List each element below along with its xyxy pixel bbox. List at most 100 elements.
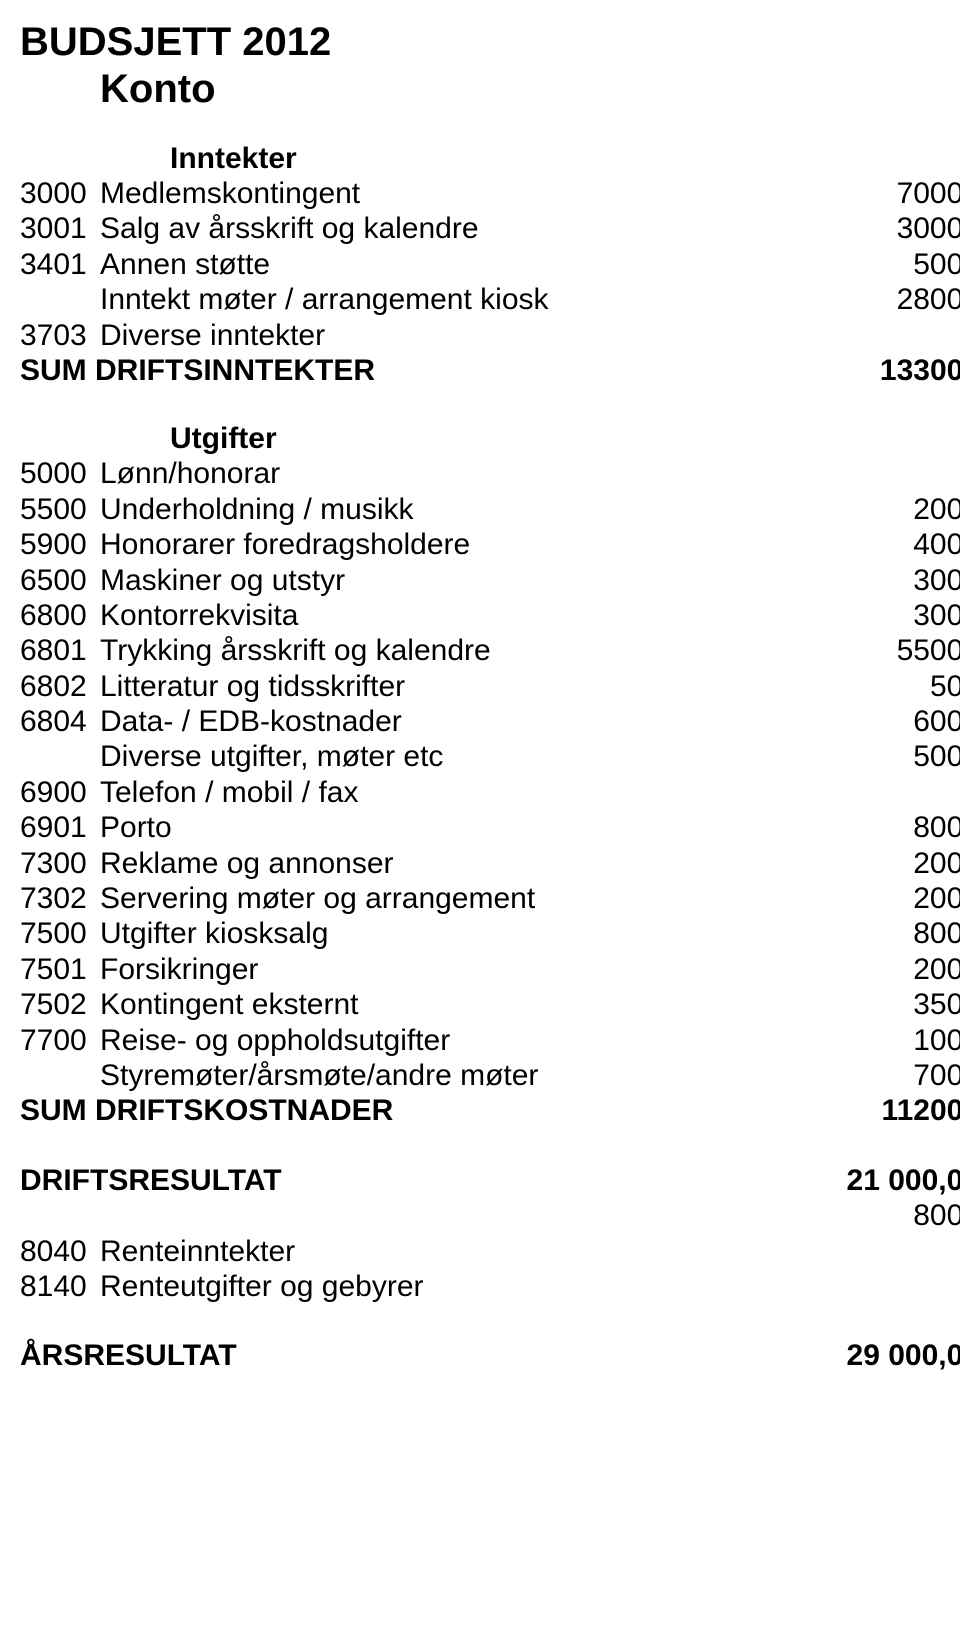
row-code: 6802 [20,669,100,704]
table-row: 5500 Underholdning / musikk 2000 [20,492,960,527]
row-label: Underholdning / musikk [100,492,810,527]
row-code: 3703 [20,318,100,353]
row-value: 70000 [810,176,960,211]
row-value: 8000 [810,810,960,845]
row-code: 3001 [20,211,100,246]
row-label: Data- / EDB-kostnader [100,704,810,739]
arsresultat-row: ÅRSRESULTAT 29 000,00 [20,1338,960,1373]
row-code: 6901 [20,810,100,845]
table-row: 8040 Renteinntekter [20,1234,960,1269]
row-code: 7502 [20,987,100,1022]
row-value: 6000 [810,704,960,739]
document-title: BUDSJETT 2012 [20,20,960,65]
row-code: 6801 [20,633,100,668]
row-code: 6800 [20,598,100,633]
row-code: 3401 [20,247,100,282]
table-row: 7300 Reklame og annonser 2000 [20,846,960,881]
table-row: 3703 Diverse inntekter [20,318,960,353]
row-code: 6500 [20,563,100,598]
row-label: Porto [100,810,810,845]
row-label: Diverse inntekter [100,318,810,353]
table-row: Inntekt møter / arrangement kiosk 28000 [20,282,960,317]
row-value: 5000 [810,739,960,774]
row-label: Forsikringer [100,952,810,987]
sum-row: SUM DRIFTSINNTEKTER 133000 [20,353,960,388]
table-row: 7302 Servering møter og arrangement 2000 [20,881,960,916]
table-row: Styremøter/årsmøte/andre møter 7000 [20,1058,960,1093]
table-row: 3401 Annen støtte 5000 [20,247,960,282]
row-code: 5900 [20,527,100,562]
arsresultat-label: ÅRSRESULTAT [20,1338,810,1373]
row-value: 2000 [810,952,960,987]
section-header-inntekter: Inntekter [170,142,960,176]
table-row: 6804 Data- / EDB-kostnader 6000 [20,704,960,739]
sum-label: SUM DRIFTSINNTEKTER [20,353,810,388]
row-code [20,1058,100,1093]
row-code: 6900 [20,775,100,810]
row-code: 7300 [20,846,100,881]
row-value: 28000 [810,282,960,317]
table-row: 7700 Reise- og oppholdsutgifter 1000 [20,1023,960,1058]
table-row: 7502 Kontingent eksternt 3500 [20,987,960,1022]
table-row: Diverse utgifter, møter etc 5000 [20,739,960,774]
table-row: 6800 Kontorrekvisita 3000 [20,598,960,633]
row-label: Medlemskontingent [100,176,810,211]
sum-label: SUM DRIFTSKOSTNADER [20,1093,810,1128]
row-code: 7302 [20,881,100,916]
row-label: Styremøter/årsmøte/andre møter [100,1058,810,1093]
row-code: 8040 [20,1234,100,1269]
row-label: Honorarer foredragsholdere [100,527,810,562]
table-row: 6802 Litteratur og tidsskrifter 500 [20,669,960,704]
row-value: 3000 [810,598,960,633]
row-code: 3000 [20,176,100,211]
row-value: 5000 [810,247,960,282]
row-label: Kontorrekvisita [100,598,810,633]
arsresultat-value: 29 000,00 [810,1338,960,1373]
row-label: Renteinntekter [100,1234,810,1269]
sum-value: 112000 [810,1093,960,1128]
row-value [810,456,960,491]
row-code: 7500 [20,916,100,951]
row-label: Salg av årsskrift og kalendre [100,211,810,246]
row-label: Reklame og annonser [100,846,810,881]
row-value: 4000 [810,527,960,562]
row-code [20,1198,100,1233]
row-label: Reise- og oppholdsutgifter [100,1023,810,1058]
row-value [810,775,960,810]
row-code: 8140 [20,1269,100,1304]
extra-value: 8000 [810,1198,960,1233]
row-label: Kontingent eksternt [100,987,810,1022]
extra-row: 8000 [20,1198,960,1233]
row-value [810,318,960,353]
table-row: 6901 Porto 8000 [20,810,960,845]
table-row: 5900 Honorarer foredragsholdere 4000 [20,527,960,562]
row-value: 2000 [810,881,960,916]
row-label [100,1198,810,1233]
table-row: 6500 Maskiner og utstyr 3000 [20,563,960,598]
row-code [20,282,100,317]
row-label: Inntekt møter / arrangement kiosk [100,282,810,317]
row-label: Annen støtte [100,247,810,282]
row-label: Renteutgifter og gebyrer [100,1269,810,1304]
row-code [20,739,100,774]
table-row: 5000 Lønn/honorar [20,456,960,491]
driftsresultat-value: 21 000,00 [810,1163,960,1198]
table-row: 6801 Trykking årsskrift og kalendre 5500… [20,633,960,668]
row-code: 6804 [20,704,100,739]
row-value: 2000 [810,846,960,881]
sum-row: SUM DRIFTSKOSTNADER 112000 [20,1093,960,1128]
table-row: 3000 Medlemskontingent 70000 [20,176,960,211]
table-row: 8140 Renteutgifter og gebyrer [20,1269,960,1304]
table-row: 6900 Telefon / mobil / fax [20,775,960,810]
row-label: Diverse utgifter, møter etc [100,739,810,774]
row-label: Maskiner og utstyr [100,563,810,598]
document-subtitle: Konto [100,67,960,112]
row-value: 3500 [810,987,960,1022]
row-value: 8000 [810,916,960,951]
row-code: 5000 [20,456,100,491]
row-label: Litteratur og tidsskrifter [100,669,810,704]
row-value: 500 [810,669,960,704]
row-code: 5500 [20,492,100,527]
row-value: 2000 [810,492,960,527]
driftsresultat-row: DRIFTSRESULTAT 21 000,00 [20,1163,960,1198]
